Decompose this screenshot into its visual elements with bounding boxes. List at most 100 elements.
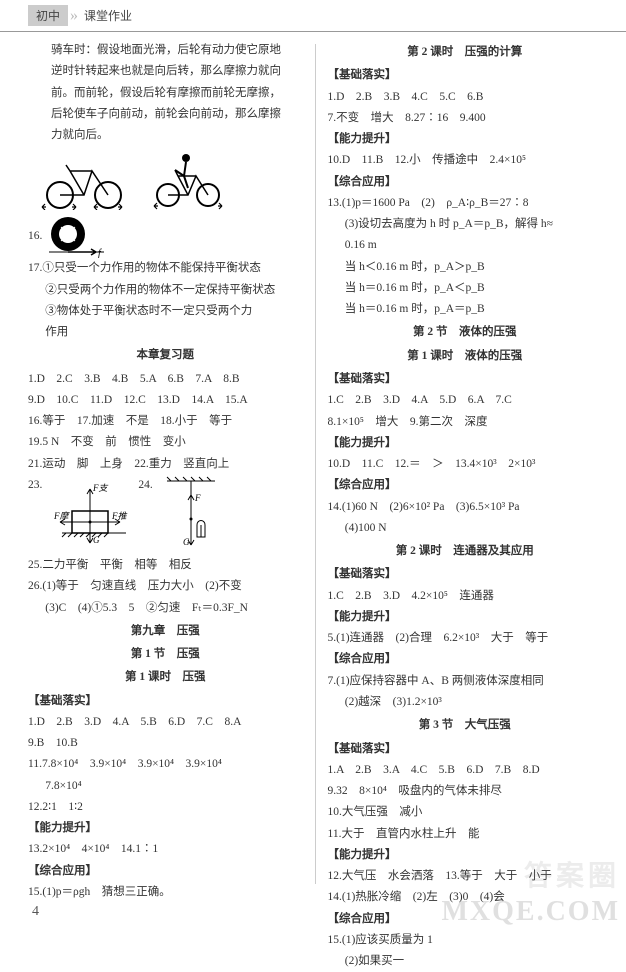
sec2-les1-title: 第 1 课时 液体的压强 (328, 346, 603, 367)
header-tag: 初中 (28, 5, 68, 26)
intro-line: 前。而前轮，假设后轮有摩擦而前轮无摩擦， (28, 83, 303, 104)
lesson1-title: 第 1 课时 压强 (28, 667, 303, 688)
q17-line: ③物体处于平衡状态时不一定只受两个力 (28, 301, 303, 322)
answer-line: 12.大气压 水会洒落 13.等于 大于 小于 (328, 866, 603, 887)
q17-line: 作用 (28, 322, 303, 343)
intro-line: 力就向后。 (28, 125, 303, 146)
answer-line: 14.(1)热胀冷缩 (2)左 (3)0 (4)会 (328, 887, 603, 908)
comp-label: 【综合应用】 (328, 649, 603, 670)
answer-line: 7.(1)应保持容器中 A、B 两侧液体深度相同 (328, 671, 603, 692)
answer-line: 10.大气压强 减小 (328, 802, 603, 823)
answer-line: (4)100 N (328, 518, 603, 539)
bicycle-figures (40, 150, 303, 210)
q26-line: (3)C (4)①5.3 5 ②匀速 Fₜ＝0.3F_N (28, 598, 303, 619)
svg-text:F: F (194, 493, 201, 503)
ch9-title: 第九章 压强 (28, 621, 303, 642)
ability-label: 【能力提升】 (328, 607, 603, 628)
q17-line: ②只受两个力作用的物体不一定保持平衡状态 (28, 280, 303, 301)
answer-line: 5.(1)连通器 (2)合理 6.2×10³ 大于 等于 (328, 628, 603, 649)
basic-label: 【基础落实】 (328, 739, 603, 760)
sec2-les2-title: 第 2 课时 连通器及其应用 (328, 541, 603, 562)
comp-label: 【综合应用】 (28, 861, 303, 882)
answer-line: 13.2×10⁴ 4×10⁴ 14.1∶1 (28, 839, 303, 860)
answer-line: 14.(1)60 N (2)6×10² Pa (3)6.5×10³ Pa (328, 497, 603, 518)
answer-line: 当 h＜0.16 m 时，p_A＞p_B (328, 257, 603, 278)
content-columns: 骑车时：假设地面光滑，后轮有动力使它原地 逆时针转起来也就是向后转，那么摩擦力就… (0, 40, 626, 972)
answer-line: 1.D 2.B 3.B 4.C 5.C 6.B (328, 87, 603, 108)
answer-line: (2)越深 (3)1.2×10³ (328, 692, 603, 713)
review-line: 1.D 2.C 3.B 4.B 5.A 6.B 7.A 8.B (28, 369, 303, 390)
q24-label: 24. (138, 475, 152, 496)
q16-label: 16. (28, 226, 42, 247)
review-title: 本章复习题 (28, 345, 303, 366)
ability-label: 【能力提升】 (328, 129, 603, 150)
svg-text:f: f (98, 248, 102, 258)
svg-text:F推: F推 (111, 511, 127, 521)
q26-line: 26.(1)等于 匀速直线 压力大小 (2)不变 (28, 576, 303, 597)
ability-label: 【能力提升】 (328, 433, 603, 454)
svg-text:G: G (93, 535, 100, 545)
answer-line: 1.C 2.B 3.D 4.A 5.D 6.A 7.C (328, 390, 603, 411)
sec3-title: 第 3 节 大气压强 (328, 715, 603, 736)
header-arrow-icon: » (70, 7, 78, 25)
answer-line: 8.1×10⁵ 增大 9.第二次 深度 (328, 412, 603, 433)
intro-line: 后轮使车子向前动，前轮会向前动，那么摩擦 (28, 104, 303, 125)
basic-label: 【基础落实】 (328, 65, 603, 86)
answer-line: 12.2∶1 1∶2 (28, 797, 303, 818)
force-diagram-icon: F支 F推 F摩 G (50, 475, 130, 545)
header-title: 课堂作业 (84, 7, 132, 24)
review-line: 21.运动 脚 上身 22.重力 竖直向上 (28, 454, 303, 475)
answer-line: (3)设切去高度为 h 时 p_A＝p_B，解得 h≈ (328, 214, 603, 235)
q25-line: 25.二力平衡 平衡 相等 相反 (28, 555, 303, 576)
basic-label: 【基础落实】 (328, 564, 603, 585)
answer-line: 15.(1)p＝ρgh 猜想三正确。 (28, 882, 303, 903)
left-column: 骑车时：假设地面光滑，后轮有动力使它原地 逆时针转起来也就是向后转，那么摩擦力就… (28, 40, 315, 972)
answer-line: 10.D 11.C 12.＝ ＞ 13.4×10³ 2×10³ (328, 454, 603, 475)
ability-label: 【能力提升】 (28, 818, 303, 839)
answer-line: 当 h＝0.16 m 时，p_A＜p_B (328, 278, 603, 299)
svg-text:F支: F支 (92, 483, 108, 493)
svg-text:G: G (183, 537, 190, 547)
right-column: 第 2 课时 压强的计算 【基础落实】 1.D 2.B 3.B 4.C 5.C … (316, 40, 603, 972)
answer-line: 1.D 2.B 3.D 4.A 5.B 6.D 7.C 8.A (28, 712, 303, 733)
answer-line: 11.7.8×10⁴ 3.9×10⁴ 3.9×10⁴ 3.9×10⁴ (28, 754, 303, 775)
review-line: 19.5 N 不变 前 惯性 变小 (28, 432, 303, 453)
comp-label: 【综合应用】 (328, 475, 603, 496)
answer-line: 1.C 2.B 3.D 4.2×10⁵ 连通器 (328, 586, 603, 607)
answer-line: 11.大于 直管内水柱上升 能 (328, 824, 603, 845)
answer-line: 15.(1)应该买质量为 1 (328, 930, 603, 951)
sec2-title: 第 2 节 液体的压强 (328, 322, 603, 343)
review-line: 9.D 10.C 11.D 12.C 13.D 14.A 15.A (28, 390, 303, 411)
bicycle-rider-icon (150, 150, 230, 210)
review-line: 16.等于 17.加速 不是 18.小于 等于 (28, 411, 303, 432)
q17-line: 17.①只受一个力作用的物体不能保持平衡状态 (28, 258, 303, 279)
answer-line: 7.不变 增大 8.27∶16 9.400 (328, 108, 603, 129)
basic-label: 【基础落实】 (28, 691, 303, 712)
intro-line: 逆时针转起来也就是向后转，那么摩擦力就向 (28, 61, 303, 82)
answer-line: (2)如果买一 (328, 951, 603, 972)
answer-line: 9.B 10.B (28, 733, 303, 754)
diagram-row: 23. F支 F推 F摩 (28, 475, 303, 555)
answer-line: 0.16 m (328, 235, 603, 256)
sec1-title: 第 1 节 压强 (28, 644, 303, 665)
q23-label: 23. (28, 475, 42, 496)
basic-label: 【基础落实】 (328, 369, 603, 390)
lesson2-title: 第 2 课时 压强的计算 (328, 42, 603, 63)
ability-label: 【能力提升】 (328, 845, 603, 866)
page-header: 初中 » 课堂作业 (0, 0, 626, 32)
comp-label: 【综合应用】 (328, 909, 603, 930)
page-number: 4 (32, 904, 39, 920)
answer-line: 10.D 11.B 12.小 传播途中 2.4×10⁵ (328, 150, 603, 171)
answer-line: 9.32 8×10⁴ 吸盘内的气体未排尽 (328, 781, 603, 802)
q16-row: 16. f (28, 214, 303, 258)
tire-icon: f (46, 214, 106, 258)
bicycle-icon (40, 155, 130, 210)
answer-line: 1.A 2.B 3.A 4.C 5.B 6.D 7.B 8.D (328, 760, 603, 781)
answer-line: 7.8×10⁴ (28, 776, 303, 797)
answer-line: 当 h＝0.16 m 时，p_A＝p_B (328, 299, 603, 320)
svg-text:F摩: F摩 (53, 511, 70, 521)
magnet-diagram-icon: F G (161, 475, 221, 555)
comp-label: 【综合应用】 (328, 172, 603, 193)
intro-line: 骑车时：假设地面光滑，后轮有动力使它原地 (28, 40, 303, 61)
answer-line: 13.(1)p＝1600 Pa (2) ρ_A∶ρ_B＝27∶8 (328, 193, 603, 214)
